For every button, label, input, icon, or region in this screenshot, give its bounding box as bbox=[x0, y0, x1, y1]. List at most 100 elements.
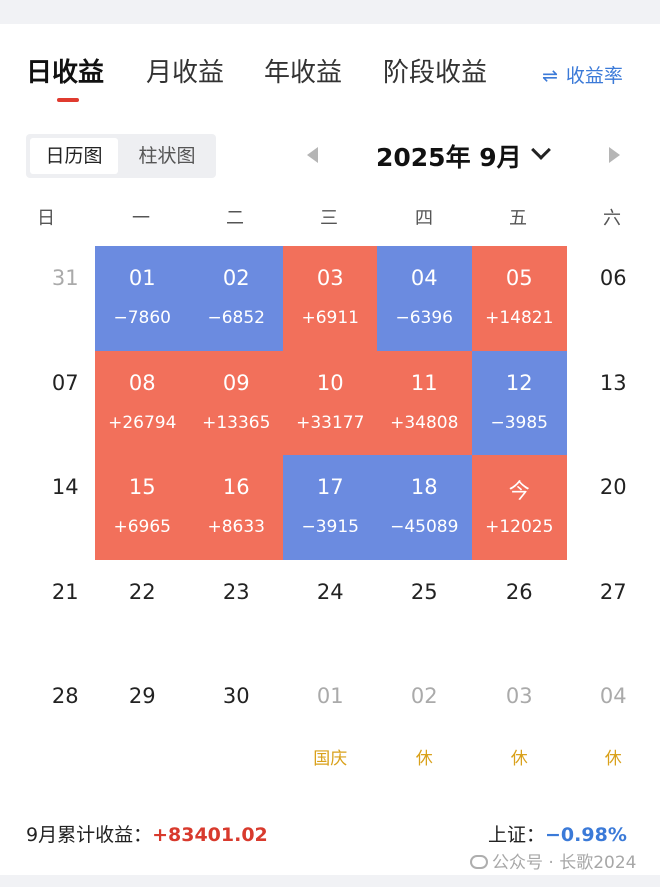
daily-pnl: +8633 bbox=[207, 517, 265, 537]
calendar-day-cell[interactable]: 26 bbox=[472, 560, 567, 665]
day-number: 03 bbox=[505, 684, 533, 708]
daily-pnl: −3985 bbox=[490, 412, 548, 433]
calendar-day-cell[interactable]: 31 bbox=[18, 246, 113, 351]
day-number: 17 bbox=[316, 475, 344, 499]
daily-pnl: +26794 bbox=[108, 412, 177, 433]
day-number: 14 bbox=[51, 475, 79, 499]
day-number: 31 bbox=[51, 266, 79, 290]
triangle-right-icon[interactable] bbox=[609, 147, 620, 163]
calendar-day-cell[interactable]: 10 +33177 bbox=[283, 350, 378, 456]
weekday-label: 五 bbox=[509, 208, 527, 229]
day-number: 27 bbox=[599, 579, 627, 604]
holiday-note: 休 bbox=[415, 749, 433, 769]
day-number: 23 bbox=[222, 579, 250, 604]
day-number: 02 bbox=[410, 684, 438, 708]
calendar-day-cell[interactable]: 08 +26794 bbox=[95, 350, 190, 456]
day-number: 08 bbox=[128, 370, 156, 395]
day-number: 21 bbox=[51, 579, 79, 604]
holiday-note: 休 bbox=[604, 749, 622, 769]
calendar-day-cell[interactable]: 14 bbox=[18, 455, 113, 560]
chevron-down-icon[interactable] bbox=[531, 140, 551, 160]
top-band bbox=[0, 0, 660, 24]
daily-pnl: +14821 bbox=[485, 308, 554, 328]
calendar-day-cell[interactable]: 15 +6965 bbox=[95, 455, 190, 560]
tab-yearly[interactable]: 年收益 bbox=[264, 58, 343, 88]
calendar-day-cell[interactable]: 27 bbox=[566, 560, 660, 665]
calendar-day-cell[interactable]: 05 +14821 bbox=[472, 246, 567, 351]
yield-rate-link[interactable]: ⇌ 收益率 bbox=[542, 61, 623, 88]
day-number: 07 bbox=[51, 370, 79, 395]
daily-pnl: +6965 bbox=[113, 517, 171, 537]
daily-pnl: −7860 bbox=[113, 308, 171, 328]
weekday-label: 一 bbox=[132, 208, 150, 229]
calendar-day-cell[interactable]: 12 −3985 bbox=[472, 350, 567, 456]
calendar-day-cell[interactable]: 01 −7860 bbox=[95, 246, 190, 351]
day-number: 01 bbox=[128, 266, 156, 290]
calendar-day-cell[interactable]: 30 bbox=[189, 664, 284, 769]
bar-view-button[interactable]: 柱状图 bbox=[138, 145, 196, 167]
day-number: 09 bbox=[222, 370, 250, 395]
tab-daily[interactable]: 日收益 bbox=[26, 58, 105, 88]
index-change: 上证：−0.98% bbox=[488, 820, 627, 847]
yield-rate-label: 收益率 bbox=[565, 65, 623, 87]
daily-pnl: +13365 bbox=[202, 412, 271, 433]
day-number: 12 bbox=[505, 370, 533, 395]
calendar-day-cell[interactable]: 07 bbox=[18, 351, 113, 456]
day-number: 01 bbox=[316, 684, 344, 708]
day-number: 22 bbox=[128, 579, 156, 604]
weekday-header: 日一二三四五六 bbox=[0, 204, 660, 230]
calendar-day-cell[interactable]: 24 bbox=[283, 560, 378, 665]
index-label: 上证： bbox=[488, 824, 546, 846]
weekday-label: 二 bbox=[226, 208, 244, 229]
calendar-day-cell[interactable]: 22 bbox=[95, 560, 190, 665]
calendar-day-cell[interactable]: 04 休 bbox=[566, 664, 660, 769]
calendar-day-cell[interactable]: 25 bbox=[377, 560, 472, 665]
tab-stage[interactable]: 阶段收益 bbox=[383, 58, 488, 88]
calendar-day-cell[interactable]: 03 休 bbox=[472, 664, 567, 769]
daily-pnl: −3915 bbox=[301, 517, 359, 537]
day-number: 03 bbox=[316, 266, 344, 290]
calendar-day-cell[interactable]: 16 +8633 bbox=[189, 455, 284, 560]
holiday-note: 休 bbox=[510, 749, 528, 769]
tab-monthly[interactable]: 月收益 bbox=[146, 58, 225, 88]
calendar-day-cell[interactable]: 06 bbox=[566, 246, 660, 351]
day-number: 26 bbox=[505, 579, 533, 604]
calendar-day-cell[interactable]: 04 −6396 bbox=[377, 246, 472, 351]
calendar-day-cell[interactable]: 13 bbox=[566, 351, 660, 456]
watermark: 公众号 · 长歌2024 bbox=[470, 848, 636, 873]
calendar-day-cell[interactable]: 23 bbox=[189, 560, 284, 665]
day-number: 今 bbox=[508, 479, 530, 503]
calendar-day-cell[interactable]: 01 国庆 bbox=[283, 664, 378, 769]
active-tab-indicator bbox=[57, 98, 79, 102]
triangle-left-icon[interactable] bbox=[307, 147, 318, 163]
daily-pnl: −45089 bbox=[390, 517, 459, 537]
day-number: 20 bbox=[599, 475, 627, 499]
day-number: 11 bbox=[410, 370, 438, 395]
day-number: 10 bbox=[316, 370, 344, 395]
month-label[interactable]: 2025年 9月 bbox=[376, 143, 522, 172]
calendar-day-cell[interactable]: 02 −6852 bbox=[189, 246, 284, 351]
weekday-label: 日 bbox=[37, 208, 55, 229]
calendar-view-button[interactable]: 日历图 bbox=[30, 138, 118, 174]
calendar-day-cell[interactable]: 今 +12025 bbox=[472, 455, 567, 560]
calendar-day-cell[interactable]: 21 bbox=[18, 560, 113, 665]
month-navigator: 2025年 9月 bbox=[300, 138, 630, 174]
weekday-label: 四 bbox=[415, 208, 433, 229]
summary-value: +83401.02 bbox=[152, 824, 268, 846]
calendar-day-cell[interactable]: 17 −3915 bbox=[283, 455, 378, 560]
day-number: 04 bbox=[599, 684, 627, 708]
calendar-day-cell[interactable]: 02 休 bbox=[377, 664, 472, 769]
calendar-day-cell[interactable]: 18 −45089 bbox=[377, 455, 472, 560]
summary-label: 9月累计收益： bbox=[26, 824, 153, 846]
day-number: 24 bbox=[316, 579, 344, 604]
calendar-day-cell[interactable]: 28 bbox=[18, 664, 113, 769]
calendar-day-cell[interactable]: 20 bbox=[566, 455, 660, 560]
calendar-day-cell[interactable]: 29 bbox=[95, 664, 190, 769]
day-number: 13 bbox=[599, 370, 627, 395]
swap-arrows-icon: ⇌ bbox=[542, 65, 558, 87]
calendar-day-cell[interactable]: 09 +13365 bbox=[189, 350, 284, 456]
daily-pnl: +34808 bbox=[390, 412, 459, 433]
day-number: 30 bbox=[222, 684, 250, 708]
calendar-day-cell[interactable]: 11 +34808 bbox=[377, 350, 472, 456]
calendar-day-cell[interactable]: 03 +6911 bbox=[283, 246, 378, 351]
